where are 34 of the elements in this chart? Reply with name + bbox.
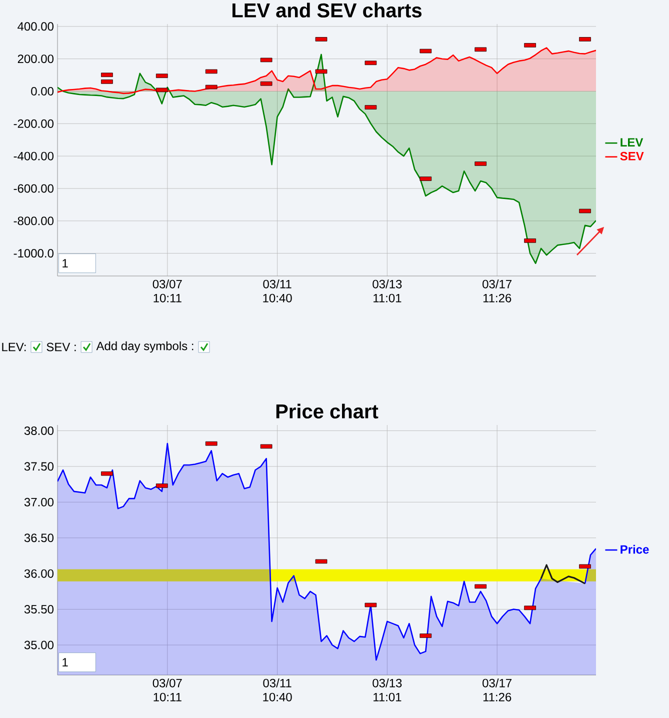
text: LEV: (2, 342, 26, 352)
text: SEV : (46, 342, 76, 352)
y-tick-label: 400.00 (18, 22, 54, 31)
x-tick-label: 03/07 10:11 (152, 280, 182, 302)
x-tick-label: 03/07 10:11 (152, 678, 182, 702)
legend-label: LEV (620, 138, 644, 146)
y-tick-label: 38.00 (24, 426, 54, 435)
x-tick-label: 03/13 11:01 (372, 280, 402, 302)
chart-title: LEV and SEV charts (232, 2, 422, 18)
x-tick-label: 03/11 10:40 (263, 678, 292, 702)
y-tick-label: -400.00 (14, 152, 54, 160)
legend-label: SEV (620, 152, 644, 160)
x-tick-label: 03/17 11:26 (482, 280, 512, 302)
x-tick-label: 03/13 11:01 (372, 678, 402, 702)
y-tick-label: -800.00 (14, 216, 54, 226)
y-tick-label: 36.00 (24, 569, 54, 578)
x-tick-label: 03/17 11:26 (482, 678, 512, 702)
y-tick-label: 35.00 (24, 640, 54, 650)
legend-label: Price (620, 544, 649, 554)
annotation: 1 (62, 658, 68, 666)
y-tick-label: 200.00 (18, 54, 54, 64)
y-tick-label: -200.00 (14, 119, 54, 128)
chart-title: Price chart (276, 404, 378, 419)
y-tick-label: -1000.0 (14, 249, 54, 258)
x-tick-label: 03/11 10:40 (263, 280, 292, 302)
y-tick-label: -600.00 (14, 184, 54, 193)
y-tick-label: 0.00 (31, 87, 54, 96)
text: Add day symbols : (96, 341, 194, 353)
line-series (540, 564, 586, 584)
annotation: 1 (62, 259, 68, 268)
y-tick-label: 37.00 (24, 498, 54, 506)
y-tick-label: 37.50 (24, 462, 54, 471)
y-tick-label: 35.50 (24, 605, 54, 614)
y-tick-label: 36.50 (24, 534, 54, 542)
